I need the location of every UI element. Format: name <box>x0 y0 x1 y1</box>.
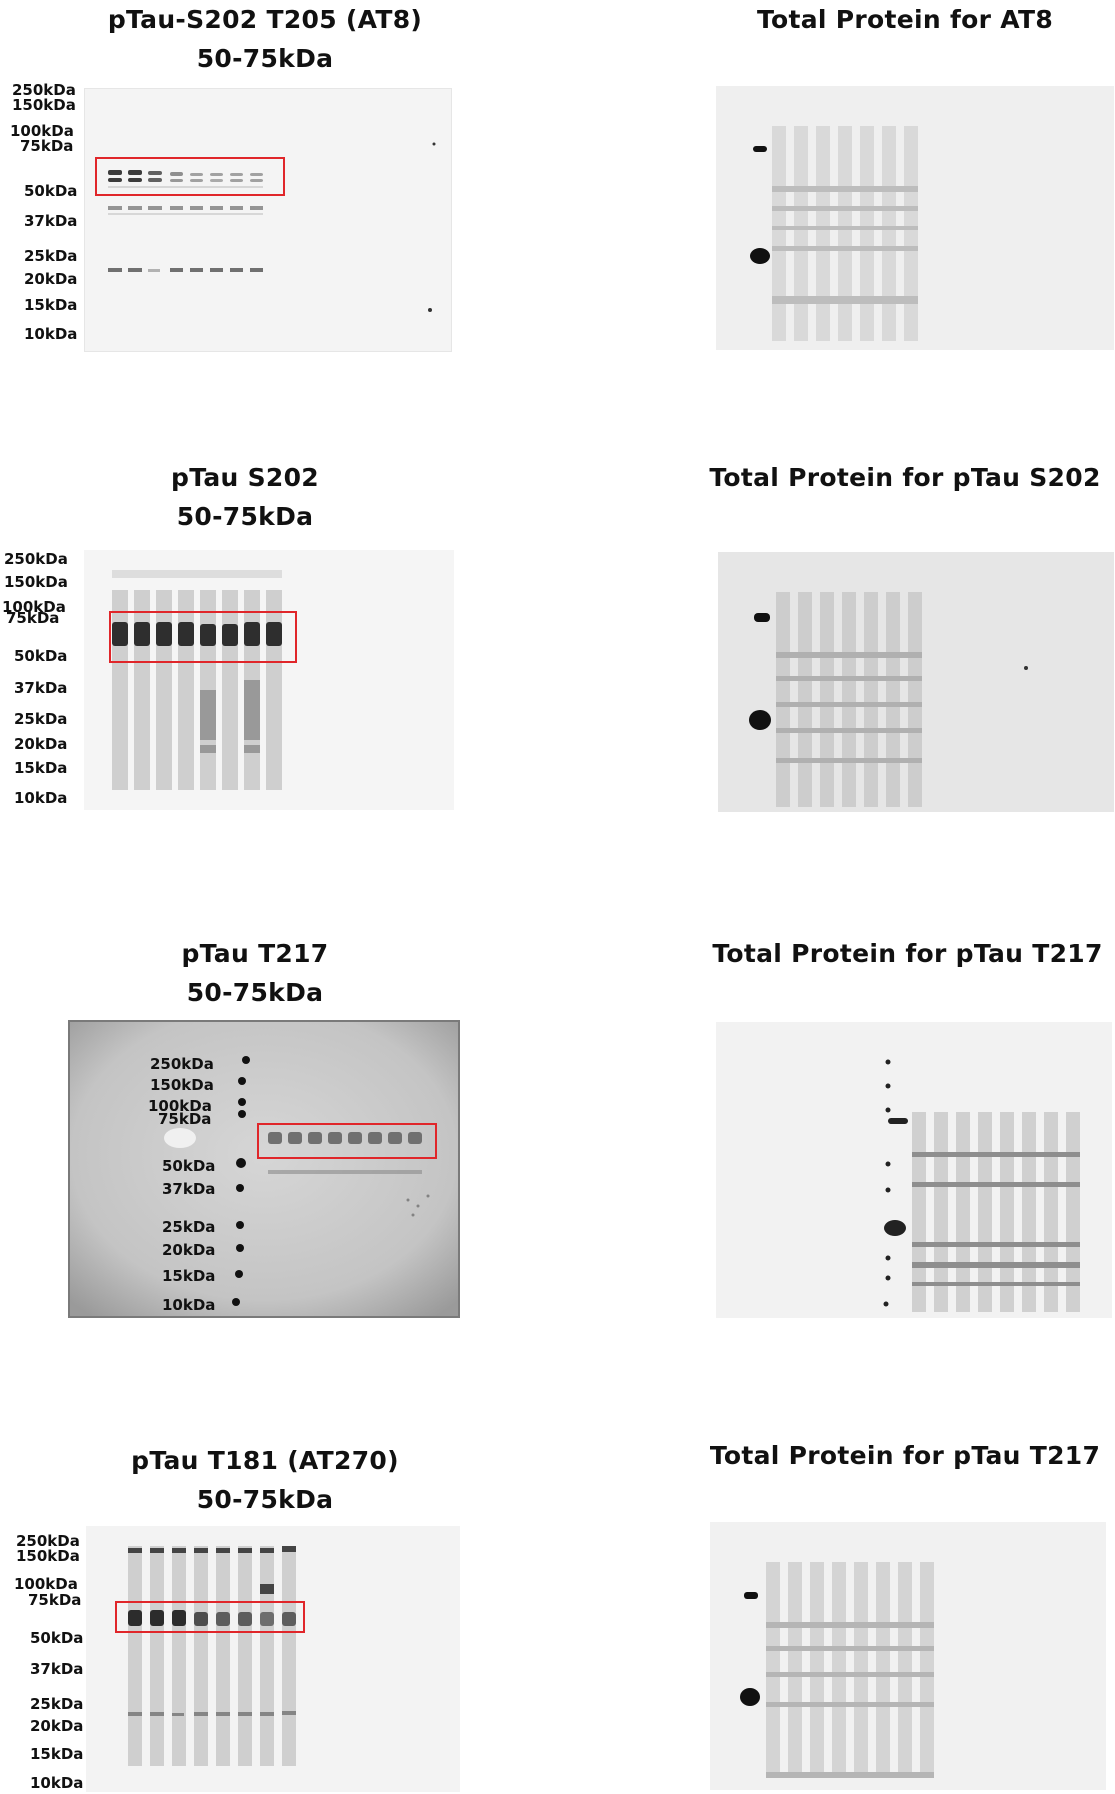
tp3-title: Total Protein for pTau T217 <box>700 934 1115 973</box>
ladder-label: 10kDa <box>30 1774 84 1792</box>
total-protein-image-at8 <box>716 86 1114 350</box>
ladder-label: 150kDa <box>16 1547 80 1565</box>
ladder-label: 10kDa <box>24 325 78 343</box>
panel3-title-line2: 50-75kDa <box>186 978 324 1007</box>
tp2-title: Total Protein for pTau S202 <box>690 458 1115 497</box>
panel4-title-line1: pTau T181 (AT270) <box>131 1446 399 1475</box>
panel1-title-line2: 50-75kDa <box>196 44 334 73</box>
ladder-label: 50kDa <box>30 1629 84 1647</box>
ladder-label: 50kDa <box>162 1157 216 1175</box>
ladder-label: 25kDa <box>24 247 78 265</box>
tp4-title-text: Total Protein for pTau T217 <box>709 1441 1101 1470</box>
ladder-label: 250kDa <box>16 1532 80 1550</box>
ladder-label: 25kDa <box>162 1218 216 1236</box>
ladder-label: 15kDa <box>162 1267 216 1285</box>
ladder-label: 50kDa <box>14 647 68 665</box>
ladder-label: 20kDa <box>30 1717 84 1735</box>
total-protein-image-t181 <box>710 1522 1106 1790</box>
panel4-title: pTau T181 (AT270) 50-75kDa <box>105 1441 425 1519</box>
ladder-label: 100kDa <box>148 1097 212 1115</box>
ladder-label: 75kDa <box>6 609 60 627</box>
tp3-title-text: Total Protein for pTau T217 <box>712 939 1103 968</box>
ladder-label: 15kDa <box>24 296 78 314</box>
ladder-label: 75kDa <box>158 1110 212 1128</box>
ladder-label: 25kDa <box>30 1695 84 1713</box>
panel2-title: pTau S202 50-75kDa <box>80 458 410 536</box>
ladder-label: 250kDa <box>150 1055 214 1073</box>
blot-image-at8 <box>84 88 452 352</box>
ladder-label: 100kDa <box>10 122 74 140</box>
panel3-title-line1: pTau T217 <box>181 939 329 968</box>
ladder-label: 75kDa <box>28 1591 82 1609</box>
ladder-label: 250kDa <box>4 550 68 568</box>
panel1-title-line1: pTau-S202 T205 (AT8) <box>107 5 423 34</box>
panel1-title: pTau-S202 T205 (AT8) 50-75kDa <box>80 0 450 78</box>
ladder-label: 75kDa <box>20 137 74 155</box>
panel2-title-line1: pTau S202 <box>171 463 319 492</box>
panel2-title-line2: 50-75kDa <box>176 502 314 531</box>
ladder-label: 10kDa <box>162 1296 216 1314</box>
total-protein-image-t217 <box>716 1022 1112 1318</box>
ladder-label: 37kDa <box>30 1660 84 1678</box>
ladder-label: 20kDa <box>14 735 68 753</box>
tp1-title-text: Total Protein for AT8 <box>756 5 1054 34</box>
blot-image-t217 <box>68 1020 460 1318</box>
tp1-title: Total Protein for AT8 <box>690 0 1115 39</box>
tp2-title-text: Total Protein for pTau S202 <box>709 463 1101 492</box>
ladder-label: 15kDa <box>30 1745 84 1763</box>
panel3-title: pTau T217 50-75kDa <box>90 934 420 1012</box>
ladder-label: 250kDa <box>12 81 76 99</box>
ladder-label: 20kDa <box>162 1241 216 1259</box>
ladder-label: 150kDa <box>150 1076 214 1094</box>
ladder-label: 50kDa <box>24 182 78 200</box>
ladder-label: 25kDa <box>14 710 68 728</box>
blot-image-t181 <box>86 1526 460 1792</box>
ladder-label: 100kDa <box>2 598 66 616</box>
ladder-label: 37kDa <box>162 1180 216 1198</box>
panel4-title-line2: 50-75kDa <box>196 1485 334 1514</box>
ladder-label: 37kDa <box>24 212 78 230</box>
ladder-label: 20kDa <box>24 270 78 288</box>
ladder-label: 37kDa <box>14 679 68 697</box>
ladder-label: 10kDa <box>14 789 68 807</box>
ladder-label: 15kDa <box>14 759 68 777</box>
ladder-label: 150kDa <box>12 96 76 114</box>
ladder-label: 100kDa <box>14 1575 78 1593</box>
total-protein-image-s202 <box>718 552 1114 812</box>
blot-image-s202 <box>84 550 454 810</box>
ladder-label: 150kDa <box>4 573 68 591</box>
tp4-title: Total Protein for pTau T217 <box>690 1436 1115 1475</box>
